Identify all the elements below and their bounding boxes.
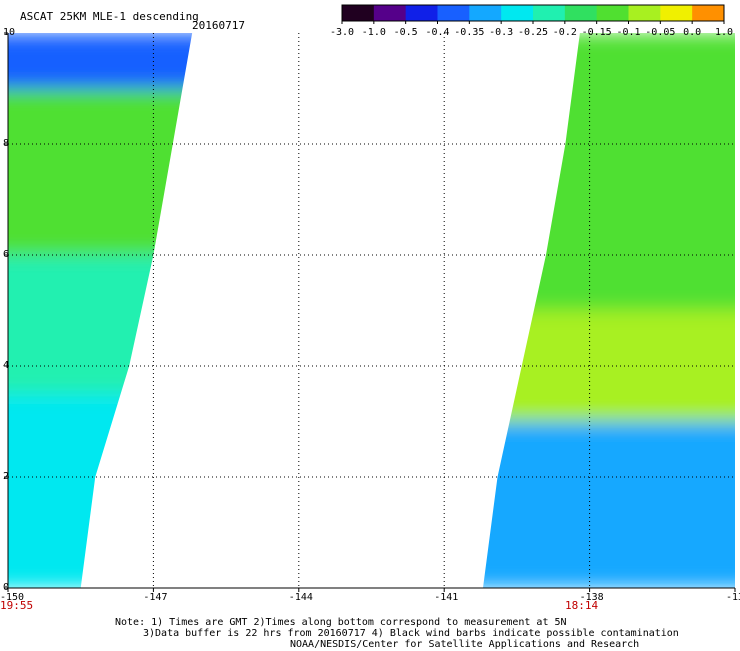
plot-frame [7, 33, 735, 589]
colorbar [341, 4, 725, 24]
time-right: 18:14 [565, 599, 599, 612]
colorbar-label: -0.35 [454, 27, 485, 38]
x-tick-label: -150 [0, 592, 25, 603]
colorbar-label: -0.1 [616, 27, 641, 38]
right-swath-fill [482, 33, 735, 588]
y-tick-label: 6 [3, 249, 10, 260]
y-tick-label: 4 [3, 360, 10, 371]
y-tick-label: 10 [3, 27, 16, 38]
x-tick-label: -147 [143, 592, 168, 603]
left-swath-region-0 [8, 33, 193, 89]
colorbar-swatch-4 [469, 5, 502, 21]
left-swath-region-2 [8, 255, 193, 394]
right-swath-region-0 [482, 33, 735, 311]
colorbar-swatch-5 [501, 5, 534, 21]
colorbar-swatch-8 [596, 5, 629, 21]
colorbar-label: -0.2 [552, 27, 577, 38]
tick-marks [4, 32, 736, 592]
colorbar-swatch-0 [342, 5, 375, 21]
colorbar-label: -0.15 [581, 27, 612, 38]
note-line-3: NOAA/NESDIS/Center for Satellite Applica… [290, 639, 640, 650]
colorbar-swatch-11 [692, 5, 725, 21]
grid [8, 33, 735, 588]
plot-date: 20160717 [192, 19, 245, 32]
left-swath-region-3 [8, 393, 193, 588]
colorbar-swatch-2 [405, 5, 438, 21]
colorbar-label: 0.0 [683, 27, 702, 38]
right-swath-region-2 [482, 421, 735, 588]
x-tick-label: -135 [726, 592, 740, 603]
colorbar-swatch-10 [660, 5, 693, 21]
colorbar-label: -0.25 [517, 27, 549, 38]
colorbar-swatch-7 [564, 5, 598, 21]
colorbar-label: -0.3 [489, 27, 514, 38]
colorbar-label: -0.5 [393, 27, 418, 38]
colorbar-swatch-9 [628, 5, 661, 21]
colorbar-label: -3.0 [329, 27, 355, 38]
colorbar-label: -0.05 [645, 27, 676, 38]
x-tick-label: -138 [579, 592, 604, 603]
y-tick-label: 8 [3, 138, 10, 149]
x-tick-label: -144 [288, 592, 313, 603]
colorbar-swatch-6 [533, 5, 566, 21]
left-swath-region-1 [8, 88, 193, 255]
note-line-2: 3)Data buffer is 22 hrs from 20160717 4)… [143, 628, 679, 639]
colorbar-label: -1.0 [361, 27, 386, 38]
y-tick-label: 2 [3, 471, 10, 482]
colorbar-swatch-3 [437, 5, 470, 21]
left-swath-fill [8, 33, 193, 588]
plot-title: ASCAT 25KM MLE-1 descending [20, 10, 199, 23]
note-line-1: Note: 1) Times are GMT 2)Times along bot… [115, 617, 567, 628]
colorbar-label: -0.4 [425, 27, 450, 38]
colorbar-swatch-1 [373, 5, 407, 21]
right-swath [482, 33, 735, 588]
x-tick-label: -141 [434, 592, 459, 603]
left-swath [8, 33, 193, 588]
time-left: 19:55 [0, 599, 34, 612]
colorbar-label: 1.0 [714, 27, 734, 38]
y-tick-label: 0 [3, 582, 10, 593]
